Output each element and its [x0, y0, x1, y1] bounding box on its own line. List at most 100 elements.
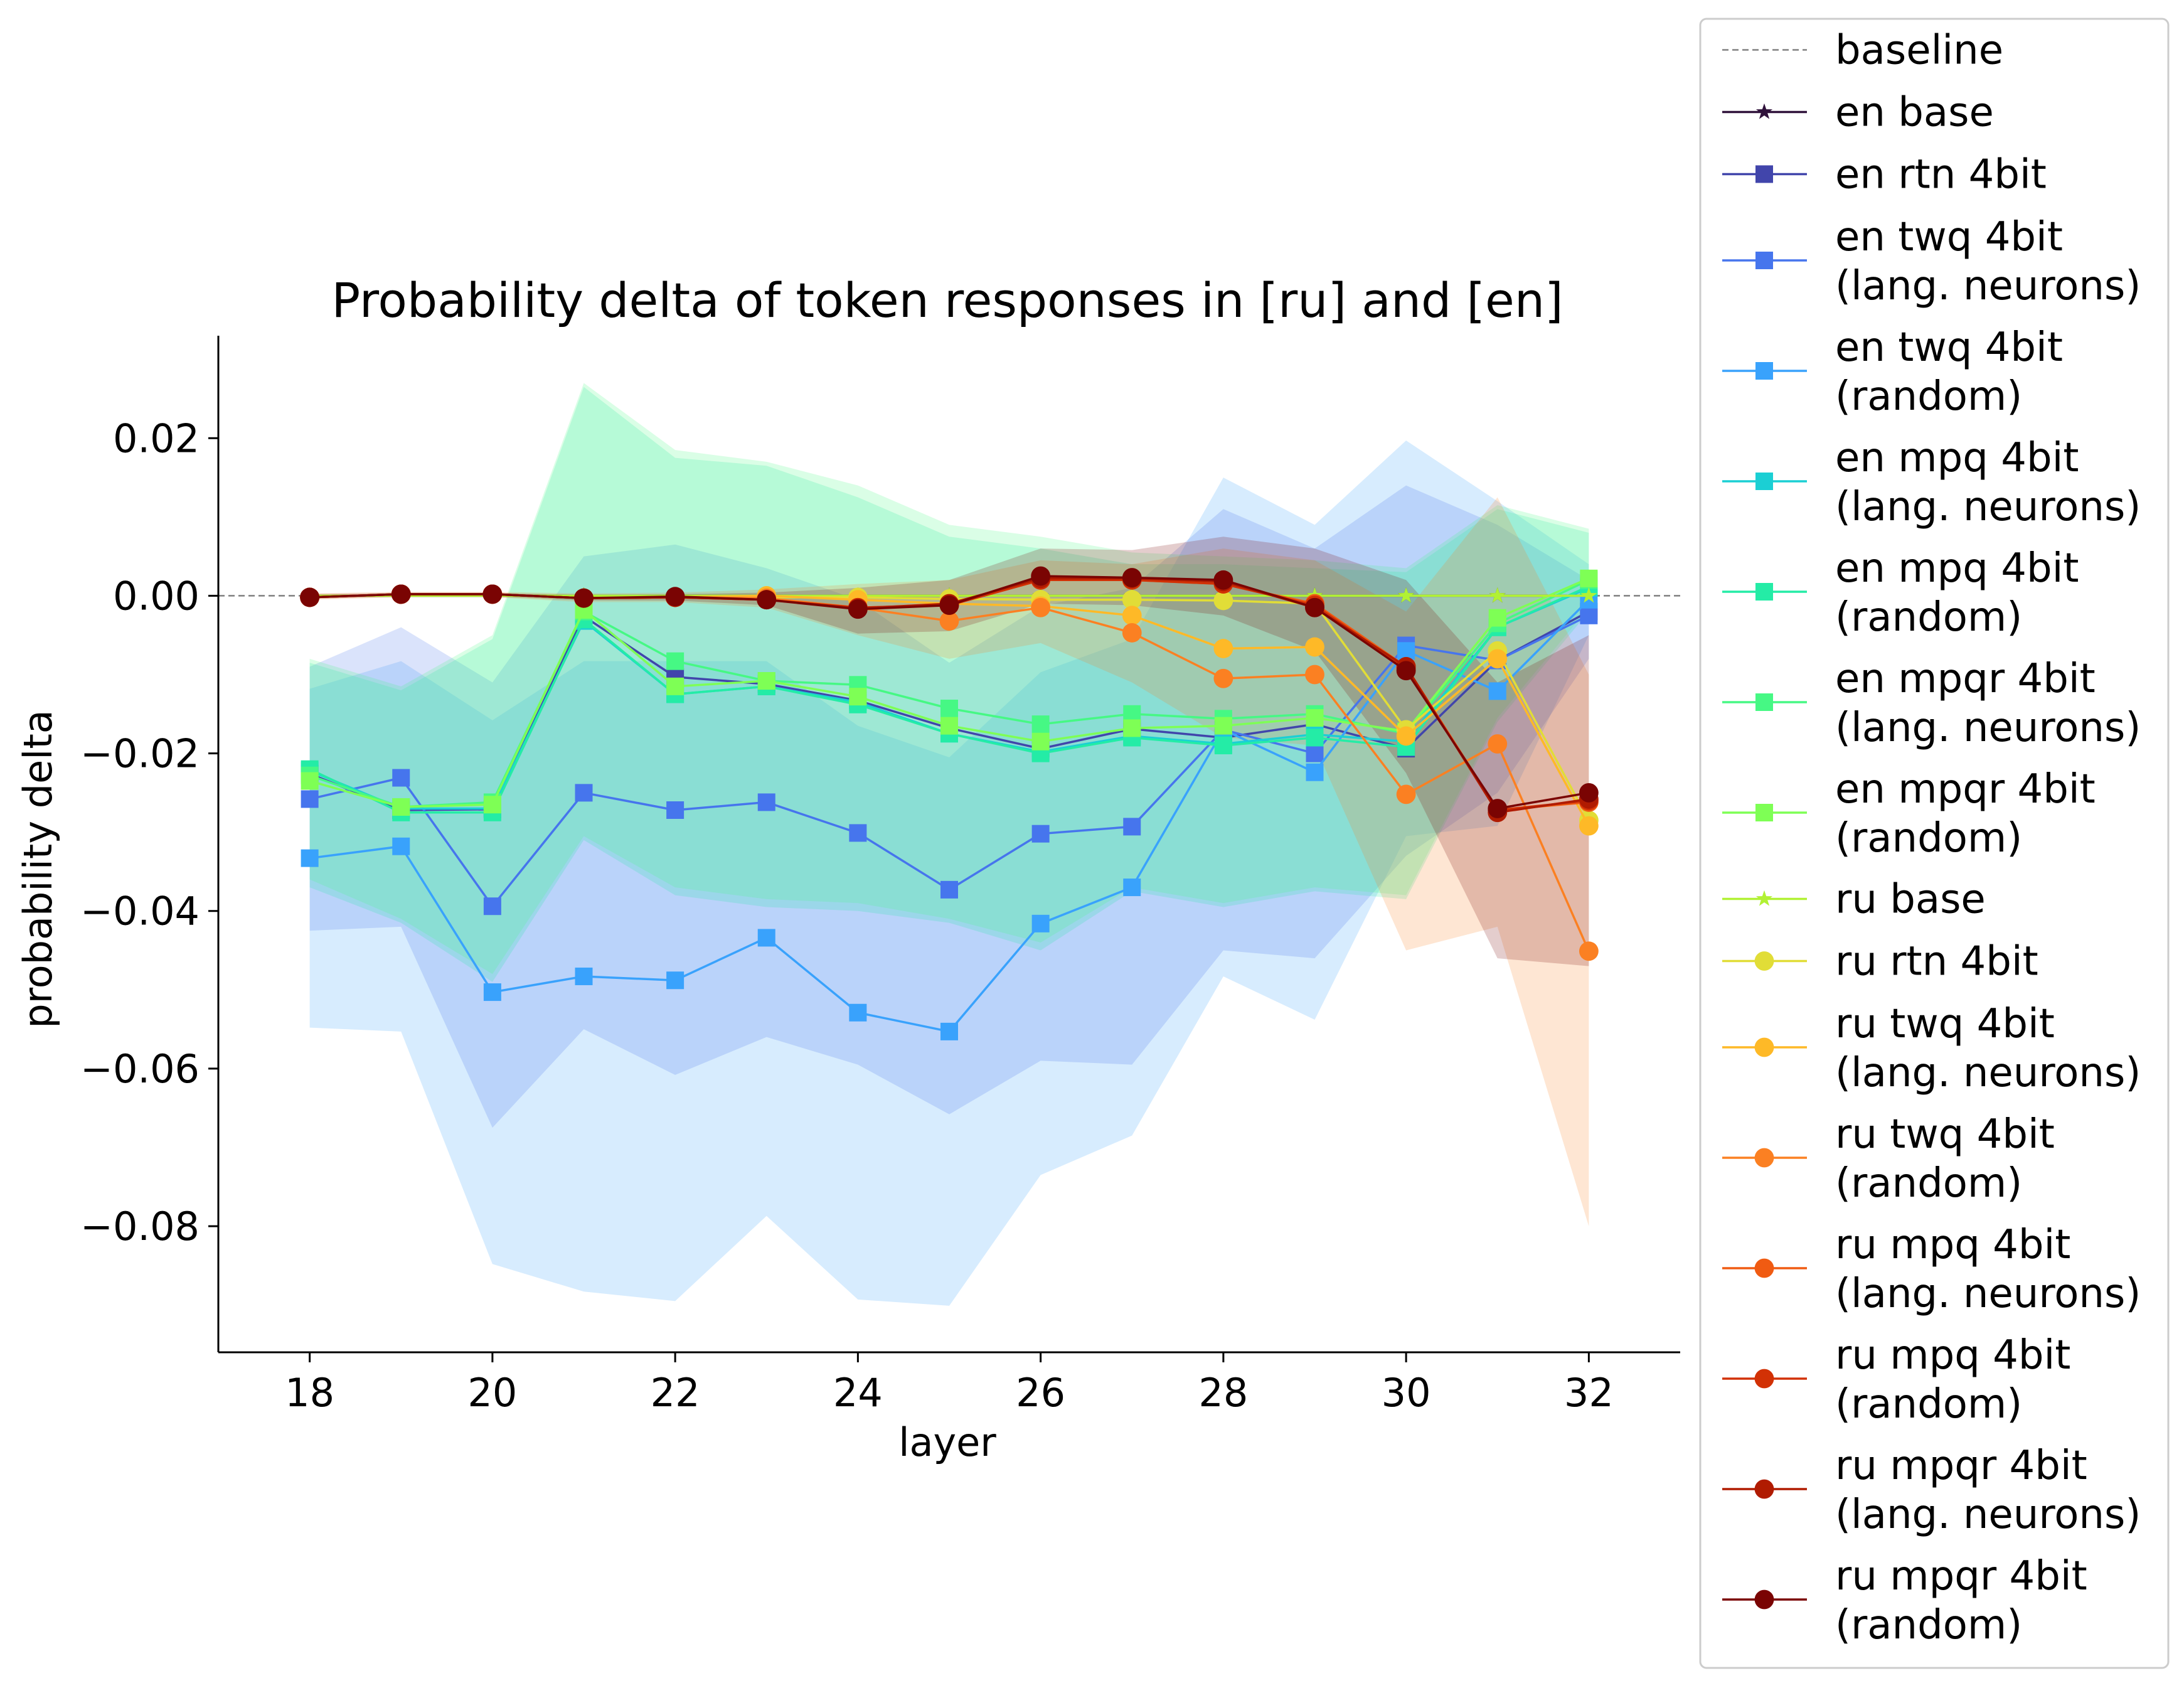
data-point: [1123, 719, 1141, 737]
data-point: [1122, 623, 1142, 643]
legend-marker: [1754, 1589, 1774, 1610]
legend-label: en mpq 4bit (random): [1835, 545, 2079, 641]
x-tick-label: 24: [833, 1370, 883, 1416]
legend-marker: [1755, 362, 1773, 380]
legend-label: ru twq 4bit (random): [1835, 1111, 2055, 1207]
data-point: [1397, 642, 1415, 660]
data-point: [1214, 737, 1232, 755]
legend-item-ru-twq-4bit-lang-neurons: ru twq 4bit (lang. neurons): [1722, 1001, 2141, 1096]
legend-label: en twq 4bit (lang. neurons): [1835, 214, 2141, 309]
data-point: [1031, 597, 1051, 617]
data-point: [849, 824, 867, 842]
x-tick-label: 22: [651, 1370, 700, 1416]
legend-item-en-mpq-4bit-random: en mpq 4bit (random): [1722, 545, 2079, 641]
legend-item-en-base: en base: [1722, 90, 1994, 136]
data-point: [1031, 715, 1050, 734]
data-point: [1579, 941, 1599, 961]
legend-marker: [1755, 473, 1773, 490]
data-point: [1031, 566, 1051, 586]
legend-label: en mpqr 4bit (lang. neurons): [1835, 656, 2141, 751]
band-4: [309, 497, 1589, 1227]
data-point: [1396, 661, 1416, 681]
data-point: [1396, 726, 1416, 746]
data-point: [940, 880, 958, 899]
data-point: [392, 837, 410, 855]
data-point: [1122, 568, 1142, 587]
x-tick-label: 18: [285, 1370, 334, 1416]
legend-marker: [1755, 165, 1773, 183]
data-point: [392, 769, 410, 787]
data-point: [1306, 744, 1324, 762]
data-point: [1122, 606, 1142, 626]
data-point: [849, 688, 867, 706]
data-point: [1305, 597, 1324, 617]
legend-items: baseline en base en rtn 4bit en twq 4bit (la…: [1722, 28, 2141, 1648]
legend-label: en rtn 4bit: [1835, 152, 2047, 198]
data-point: [1213, 590, 1233, 611]
legend-label: ru mpqr 4bit (random): [1835, 1553, 2087, 1648]
data-point: [1579, 816, 1599, 836]
legend-item-en-twq-4bit-random: en twq 4bit (random): [1722, 324, 2063, 420]
data-point: [1031, 825, 1050, 843]
data-point: [1306, 763, 1324, 781]
x-tick-label: 30: [1382, 1370, 1431, 1416]
data-point: [939, 596, 959, 615]
y-tick-label: −0.06: [80, 1046, 200, 1092]
data-point: [1123, 818, 1141, 836]
legend-item-ru-base: ru base: [1722, 877, 1986, 923]
legend-item-ru-rtn-4bit: ru rtn 4bit: [1722, 939, 2038, 985]
legend-label: en base: [1835, 90, 1994, 136]
legend-marker: [1755, 693, 1773, 711]
data-point: [483, 796, 501, 814]
y-tick-label: 0.00: [113, 573, 200, 619]
legend-item-ru-twq-4bit-random: ru twq 4bit (random): [1722, 1111, 2055, 1207]
data-point: [1488, 799, 1508, 818]
data-point: [574, 588, 594, 608]
legend-label: ru mpqr 4bit (lang. neurons): [1835, 1443, 2141, 1538]
legend-marker: [1754, 1369, 1774, 1389]
data-point: [666, 677, 684, 695]
series-ru-mpqr-4bit-random: [300, 566, 1599, 818]
data-point: [848, 599, 868, 619]
data-point: [1031, 914, 1050, 932]
legend-item-ru-mpqr-4bit-random: ru mpqr 4bit (random): [1722, 1553, 2087, 1648]
band-2: [309, 387, 1589, 982]
axes: 18 20 22 24 26 28 30 32 0.02 0.00 −0.02 −0.04 −0.06…: [80, 336, 1680, 1416]
data-point: [757, 793, 775, 811]
band-3: [309, 383, 1589, 975]
legend-marker: [1755, 583, 1773, 601]
legend-item-en-mpqr-4bit-lang-neurons: en mpqr 4bit (lang. neurons): [1722, 656, 2141, 751]
legend-marker: [1754, 1479, 1774, 1499]
data-point: [666, 801, 684, 819]
series-lines: [300, 566, 1599, 1040]
x-axis-label: layer: [898, 1419, 996, 1465]
y-tick-label: 0.02: [113, 415, 200, 461]
legend-frame: [1699, 18, 2170, 1669]
data-point: [1488, 649, 1508, 669]
chart-title: Probability delta of token responses in …: [331, 272, 1563, 328]
data-point: [1580, 606, 1598, 624]
legend-item-ru-mpq-4bit-lang-neurons: ru mpq 4bit (lang. neurons): [1722, 1222, 2141, 1317]
y-tick-label: −0.02: [80, 731, 200, 777]
data-point: [666, 971, 684, 990]
x-tick-label: 28: [1198, 1370, 1248, 1416]
data-point: [940, 700, 958, 717]
data-point: [1488, 609, 1506, 627]
data-point: [1398, 587, 1415, 603]
data-point: [757, 929, 775, 947]
legend-marker: [1755, 804, 1773, 821]
legend: baseline en base en rtn 4bit en twq 4bit (la…: [1699, 18, 2170, 1669]
legend-item-ru-mpq-4bit-random: ru mpq 4bit (random): [1722, 1332, 2070, 1428]
legend-item-en-twq-4bit-lang-neurons: en twq 4bit (lang. neurons): [1722, 214, 2141, 309]
data-point: [1213, 668, 1233, 688]
legend-item-en-mpq-4bit-lang-neurons: en mpq 4bit (lang. neurons): [1722, 435, 2141, 530]
data-point: [1579, 783, 1599, 803]
legend-label: ru base: [1835, 877, 1986, 923]
data-point: [1396, 784, 1416, 804]
data-point: [392, 798, 410, 816]
data-point: [665, 587, 685, 607]
legend-marker: [1754, 1037, 1774, 1057]
data-point: [1306, 729, 1324, 747]
x-tick-label: 26: [1016, 1370, 1065, 1416]
data-point: [849, 1003, 867, 1022]
